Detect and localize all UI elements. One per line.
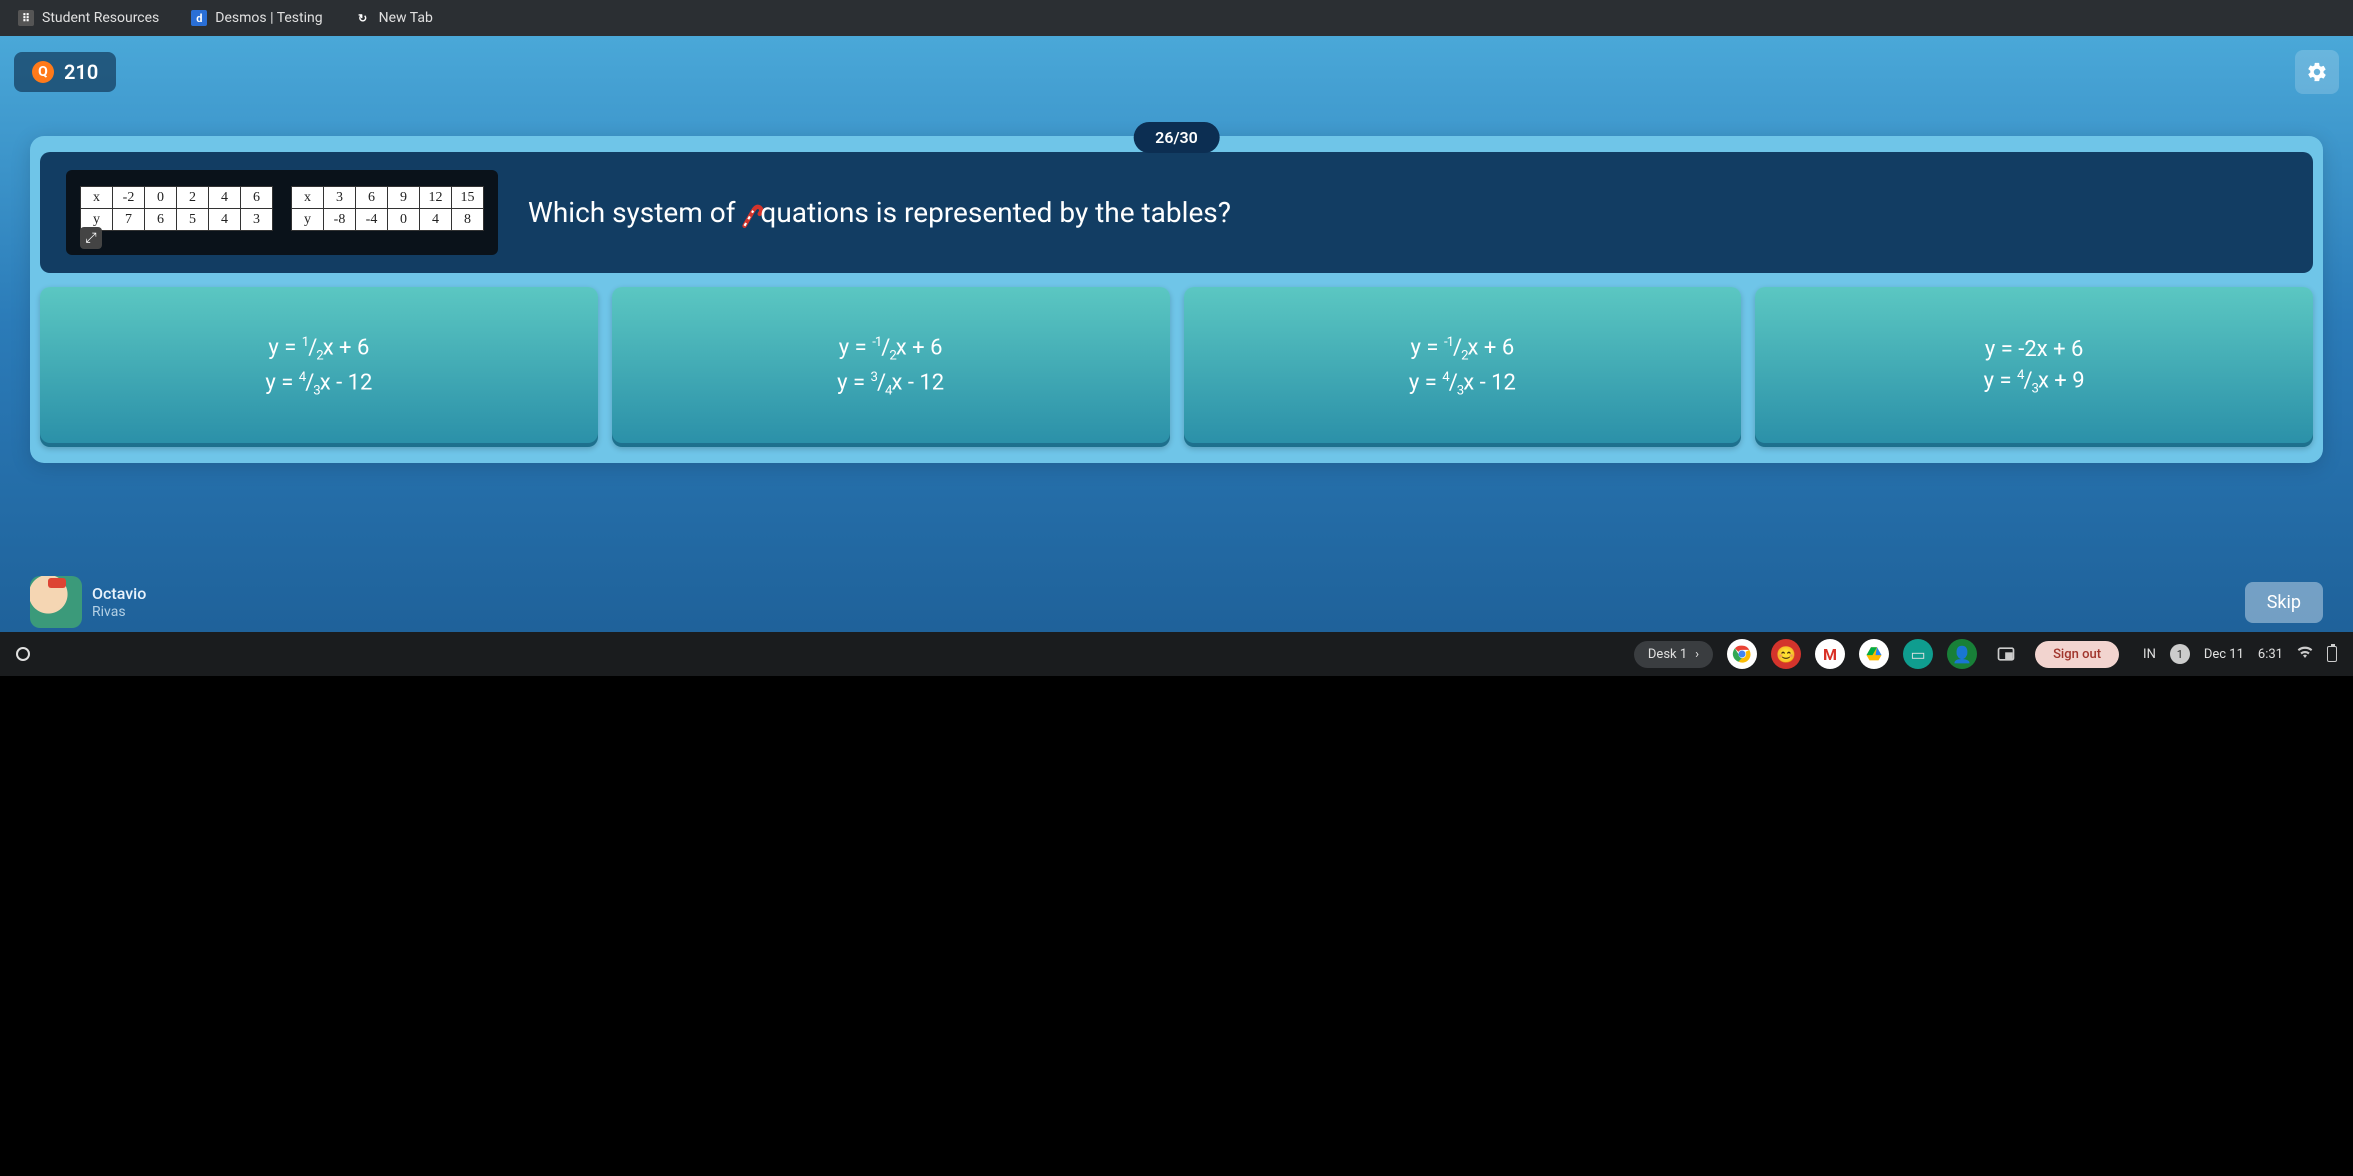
tab-desmos[interactable]: d Desmos | Testing	[181, 4, 332, 32]
player-avatar[interactable]	[30, 576, 82, 628]
equation-line: y = 1/2x + 6	[268, 335, 369, 364]
launcher-button[interactable]	[16, 647, 30, 661]
status-tray[interactable]: IN 1 Dec 11 6:31	[2143, 644, 2337, 664]
score-value: 210	[64, 60, 98, 84]
question-card: 26/30 x-20246 y76543 x3691215 y-8-4	[30, 136, 2323, 463]
chromeos-shelf: Desk 1 › 😊 M ▭ 👤 Sign out IN 1 Dec 11 6:…	[0, 632, 2353, 676]
table-1: x-20246 y76543	[80, 186, 273, 231]
time-label: 6:31	[2258, 647, 2283, 662]
question-text: Which system of quations is represented …	[528, 196, 2287, 229]
date-label: Dec 11	[2204, 647, 2244, 662]
chrome-icon[interactable]	[1727, 639, 1757, 669]
equation-line: y = 4/3x - 12	[265, 370, 372, 399]
tab-student-resources[interactable]: ⠿ Student Resources	[8, 4, 169, 32]
answers-grid: y = 1/2x + 6 y = 4/3x - 12 y = -1/2x + 6…	[40, 287, 2313, 447]
player-info: Octavio Rivas	[30, 576, 146, 628]
tab-label: Desmos | Testing	[215, 10, 322, 26]
quizizz-icon: Q	[32, 61, 54, 83]
settings-button[interactable]	[2295, 50, 2339, 94]
notification-badge: 1	[2170, 644, 2190, 664]
desk-switcher[interactable]: Desk 1 ›	[1634, 641, 1713, 668]
classroom-icon[interactable]: 👤	[1947, 639, 1977, 669]
answer-option-c[interactable]: y = -1/2x + 6 y = 4/3x - 12	[1184, 287, 1742, 447]
browser-tab-strip: ⠿ Student Resources d Desmos | Testing ↻…	[0, 0, 2353, 36]
answer-option-b[interactable]: y = -1/2x + 6 y = 3/4x - 12	[612, 287, 1170, 447]
gear-icon	[2306, 61, 2328, 83]
sign-out-button[interactable]: Sign out	[2035, 641, 2119, 668]
equation-line: y = -1/2x + 6	[1411, 335, 1515, 364]
drive-icon[interactable]	[1859, 639, 1889, 669]
desmos-icon: d	[191, 10, 207, 26]
equation-line: y = -1/2x + 6	[839, 335, 943, 364]
battery-icon	[2327, 646, 2337, 662]
bookmark-icon: ⠿	[18, 10, 34, 26]
app-icon[interactable]: 😊	[1771, 639, 1801, 669]
tables-image[interactable]: x-20246 y76543 x3691215 y-8-4048 ⤢	[66, 170, 498, 255]
tab-label: New Tab	[379, 10, 433, 26]
chevron-right-icon: ›	[1695, 647, 1699, 662]
equation-line: y = 3/4x - 12	[837, 370, 944, 399]
player-name: Octavio	[92, 584, 146, 603]
question-row: x-20246 y76543 x3691215 y-8-4048 ⤢	[40, 152, 2313, 273]
equation-line: y = -2x + 6	[1985, 337, 2084, 362]
table-2: x3691215 y-8-4048	[291, 186, 484, 231]
quiz-app: Q 210 26/30 x-20246 y76543 x36	[0, 36, 2353, 676]
gmail-icon[interactable]: M	[1815, 639, 1845, 669]
score-pill: Q 210	[14, 52, 116, 92]
tab-new[interactable]: ↻ New Tab	[345, 4, 443, 32]
zoom-icon[interactable]: ⤢	[80, 227, 102, 249]
app-icon[interactable]: ▭	[1903, 639, 1933, 669]
progress-pill: 26/30	[1133, 122, 1220, 153]
equation-line: y = 4/3x - 12	[1409, 370, 1516, 399]
wifi-icon	[2297, 646, 2313, 662]
equation-line: y = 4/3x + 9	[1984, 368, 2085, 397]
refresh-icon: ↻	[355, 10, 371, 26]
pip-icon[interactable]	[1991, 639, 2021, 669]
answer-option-a[interactable]: y = 1/2x + 6 y = 4/3x - 12	[40, 287, 598, 447]
skip-button[interactable]: Skip	[2245, 582, 2323, 623]
answer-option-d[interactable]: y = -2x + 6 y = 4/3x + 9	[1755, 287, 2313, 447]
tab-label: Student Resources	[42, 10, 159, 26]
topbar: Q 210	[14, 50, 2339, 94]
player-subname: Rivas	[92, 604, 146, 620]
ime-indicator: IN	[2143, 647, 2156, 662]
bottom-strip: Octavio Rivas Skip	[30, 576, 2323, 628]
desk-label: Desk 1	[1648, 647, 1687, 662]
